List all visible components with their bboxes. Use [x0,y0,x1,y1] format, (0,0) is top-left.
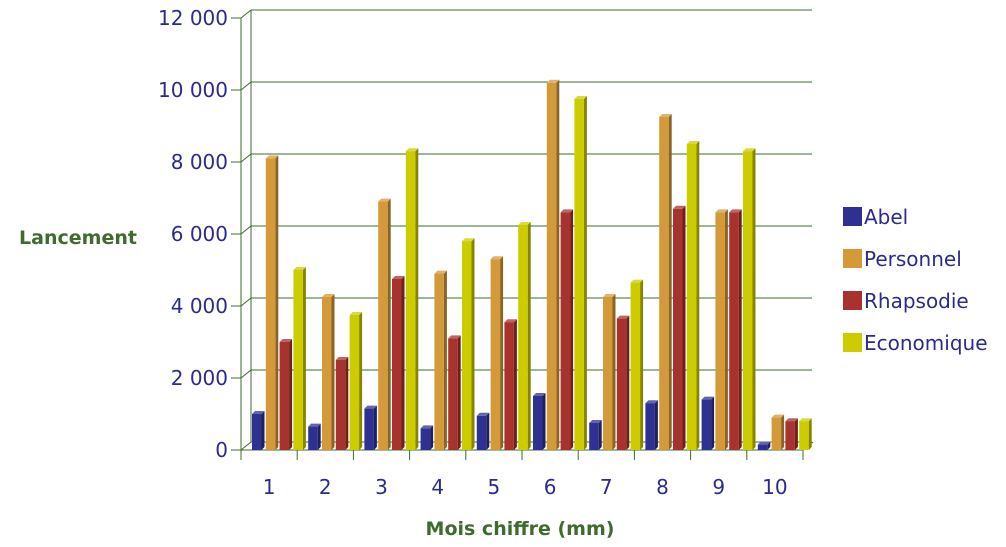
bar-abel-10 [757,441,771,450]
bar-economique-4 [462,238,475,450]
y-tick-label: 0 [215,438,228,462]
bar-rhapsodie-8 [673,205,686,450]
legend-item-rhapsodie: Rhapsodie [843,289,969,313]
legend-item-personnel: Personnel [843,247,962,271]
bar-economique-6 [574,96,587,450]
gridline-edge [240,153,252,163]
bar-economique-2 [349,312,363,450]
bar-abel-3 [364,405,377,450]
bar-economique-9 [743,148,756,450]
gridline-edge [240,81,252,91]
bar-rhapsodie-7 [616,315,630,450]
y-tick-label: 8 000 [171,150,228,174]
bar-abel-2 [308,423,321,450]
bar-abel-7 [589,420,602,450]
bar-economique-8 [686,141,700,450]
bar-abel-1 [252,411,265,450]
bar-economique-5 [518,222,531,450]
y-tick-label: 4 000 [171,294,228,318]
bar-rhapsodie-2 [335,357,349,450]
legend-label: Personnel [864,247,962,271]
legend-label: Abel [864,205,908,229]
bar-personnel-6 [546,79,560,451]
x-tick-label: 2 [319,475,332,499]
bar-personnel-2 [322,294,335,450]
bar-abel-6 [533,393,546,450]
x-tick-label: 4 [431,475,444,499]
bar-rhapsodie-10 [785,418,798,450]
bar-personnel-10 [771,414,785,450]
x-tick-label: 8 [656,475,669,499]
bar-economique-3 [405,148,419,450]
legend-label: Economique [864,331,988,355]
x-axis-title: Mois chiffre (mm) [426,518,615,540]
bar-rhapsodie-3 [392,276,405,450]
legend-label: Rhapsodie [864,289,969,313]
y-tick-label: 12 000 [158,6,228,30]
x-tick-label: 9 [712,475,725,499]
legend-item-economique: Economique [843,331,988,355]
bar-personnel-1 [265,155,279,450]
bar-abel-8 [645,400,658,450]
bar-economique-7 [630,279,644,450]
x-tick-label: 5 [488,475,501,499]
bar-personnel-3 [378,198,391,450]
bar-personnel-4 [434,270,447,450]
x-tick-labels: 1 2 3 4 5 6 7 8 9 10 [263,475,788,499]
y-axis-title: Lancement [19,227,137,249]
y-tick-label: 2 000 [171,366,228,390]
legend: Abel Personnel Rhapsodie Economique [843,205,988,355]
bar-personnel-8 [659,114,672,450]
gridline-edge [240,297,252,307]
y-tick-labels: 0 2 000 4 000 6 000 8 000 10 000 12 000 [158,6,228,462]
bar-rhapsodie-1 [279,339,293,450]
bar-personnel-5 [490,256,504,450]
legend-swatch [843,291,862,310]
bar-personnel-9 [715,209,728,450]
x-tick-label: 1 [263,475,276,499]
bar-rhapsodie-9 [729,209,742,450]
legend-swatch [843,333,862,352]
bars [252,79,812,451]
gridline-edge [240,225,252,235]
legend-swatch [843,207,862,226]
y-tick-label: 6 000 [171,222,228,246]
bar-economique-1 [293,267,306,450]
x-tick-label: 10 [762,475,787,499]
bar-rhapsodie-6 [560,209,574,450]
bar-abel-4 [420,425,434,450]
x-tick-label: 7 [600,475,613,499]
legend-swatch [843,249,862,268]
gridline-edge [240,369,252,379]
gridline-edge [240,9,252,19]
y-tick-label: 10 000 [158,78,228,102]
gridline-edge [240,441,252,451]
bar-rhapsodie-4 [448,335,461,450]
bar-rhapsodie-5 [504,319,517,450]
legend-item-abel: Abel [843,205,908,229]
bar-personnel-7 [603,294,616,450]
x-tick-label: 3 [375,475,388,499]
bar-abel-5 [476,412,490,450]
x-tick-label: 6 [544,475,557,499]
bar-economique-10 [799,418,812,450]
bar-abel-9 [701,396,715,450]
